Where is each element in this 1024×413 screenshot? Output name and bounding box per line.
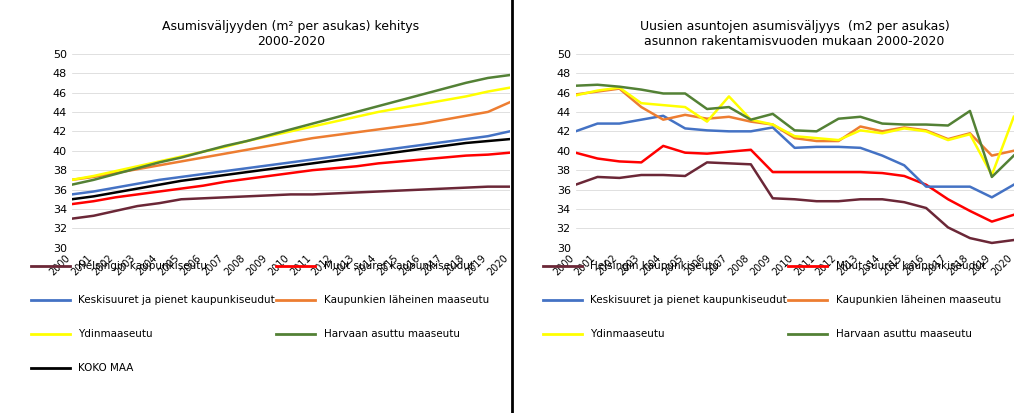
Text: Keskisuuret ja pienet kaupunkiseudut: Keskisuuret ja pienet kaupunkiseudut xyxy=(78,295,274,305)
Text: Kaupunkien läheinen maaseutu: Kaupunkien läheinen maaseutu xyxy=(324,295,488,305)
Text: Harvaan asuttu maaseutu: Harvaan asuttu maaseutu xyxy=(836,329,972,339)
Text: Harvaan asuttu maaseutu: Harvaan asuttu maaseutu xyxy=(324,329,460,339)
Title: Uusien asuntojen asumisväljyys  (m2 per asukas)
asunnon rakentamisvuoden mukaan : Uusien asuntojen asumisväljyys (m2 per a… xyxy=(640,20,949,48)
Text: Kaupunkien läheinen maaseutu: Kaupunkien läheinen maaseutu xyxy=(836,295,1000,305)
Title: Asumisväljyyden (m² per asukas) kehitys
2000-2020: Asumisväljyyden (m² per asukas) kehitys … xyxy=(162,20,420,48)
Text: Ydinmaaseutu: Ydinmaaseutu xyxy=(78,329,153,339)
Text: KOKO MAA: KOKO MAA xyxy=(78,363,133,373)
Text: Keskisuuret ja pienet kaupunkiseudut: Keskisuuret ja pienet kaupunkiseudut xyxy=(590,295,786,305)
Text: Ydinmaaseutu: Ydinmaaseutu xyxy=(590,329,665,339)
Text: Muut suuret kaupunkiseudut: Muut suuret kaupunkiseudut xyxy=(836,261,985,271)
Text: Helsingin kaupunkiseutu: Helsingin kaupunkiseutu xyxy=(590,261,719,271)
Text: Helsingin kaupunkiseutu: Helsingin kaupunkiseutu xyxy=(78,261,207,271)
Text: Muut suuret kaupunkiseudut: Muut suuret kaupunkiseudut xyxy=(324,261,473,271)
